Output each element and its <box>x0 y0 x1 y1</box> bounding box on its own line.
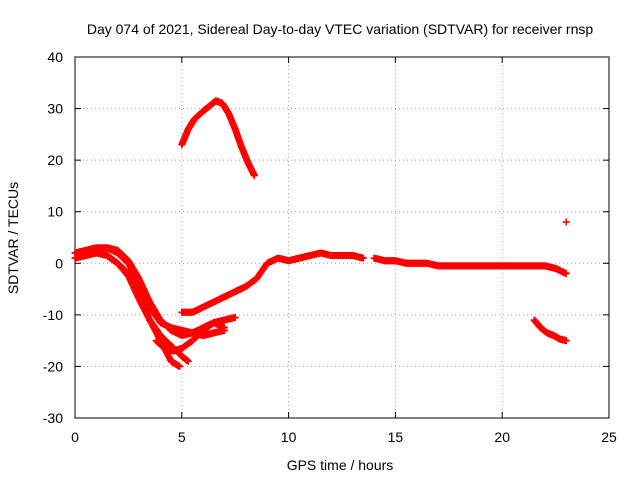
series-arc-2 <box>82 244 192 365</box>
data-point <box>562 218 570 226</box>
x-tick-label: 20 <box>494 429 510 445</box>
y-tick-label: -20 <box>43 358 63 374</box>
y-tick-label: -10 <box>43 307 63 323</box>
x-tick-label: 15 <box>388 429 404 445</box>
data-points <box>71 97 570 370</box>
x-tick-label: 25 <box>601 429 617 445</box>
data-point <box>250 172 258 180</box>
data-point <box>562 337 570 345</box>
x-tick-label: 0 <box>71 429 79 445</box>
data-point <box>231 313 239 321</box>
series-arc-6 <box>178 249 367 316</box>
grid <box>75 57 609 418</box>
data-point <box>176 362 184 370</box>
y-tick-label: 0 <box>55 255 63 271</box>
data-point <box>184 357 192 365</box>
y-axis-label: SDTVAR / TECUs <box>5 182 21 294</box>
y-tick-label: 10 <box>47 204 63 220</box>
series-arc-8 <box>178 97 258 180</box>
data-point <box>359 254 367 262</box>
series-arc-5 <box>152 319 229 355</box>
x-tick-label: 10 <box>281 429 297 445</box>
y-tick-label: 30 <box>47 101 63 117</box>
data-point <box>221 324 229 332</box>
axis-ticks: 0 5 10 15 20 25 40 30 20 10 0 -10 -20 -30 <box>43 49 617 445</box>
series-arc-4 <box>92 244 229 339</box>
y-tick-label: 20 <box>47 152 63 168</box>
y-tick-label: -30 <box>43 410 63 426</box>
series-arc-9 <box>530 316 570 345</box>
x-tick-label: 5 <box>178 429 186 445</box>
chart-title: Day 074 of 2021, Sidereal Day-to-day VTE… <box>87 21 593 37</box>
plot-area <box>74 56 610 419</box>
x-axis-label: GPS time / hours <box>287 457 394 473</box>
y-tick-label: 40 <box>47 49 63 65</box>
data-point <box>562 270 570 278</box>
series-point <box>562 218 570 226</box>
series-arc-7 <box>370 254 570 278</box>
